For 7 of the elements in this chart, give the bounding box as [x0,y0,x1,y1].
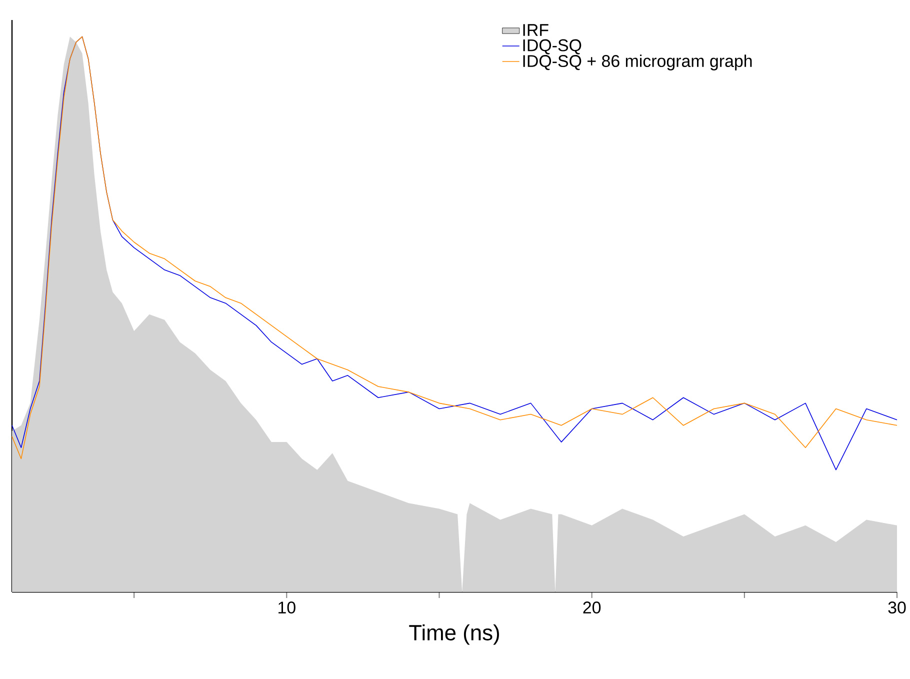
x-tick-label: 30 [888,602,906,614]
x-tick-label: 10 [278,602,296,614]
x-tick-label: 20 [583,602,601,614]
legend-label: IRF [523,24,548,36]
legend-label: IDQ-SQ + 86 microgram graph [523,54,752,70]
x-axis-title: Time (ns) [409,624,499,645]
legend-label: IDQ-SQ [523,39,582,54]
